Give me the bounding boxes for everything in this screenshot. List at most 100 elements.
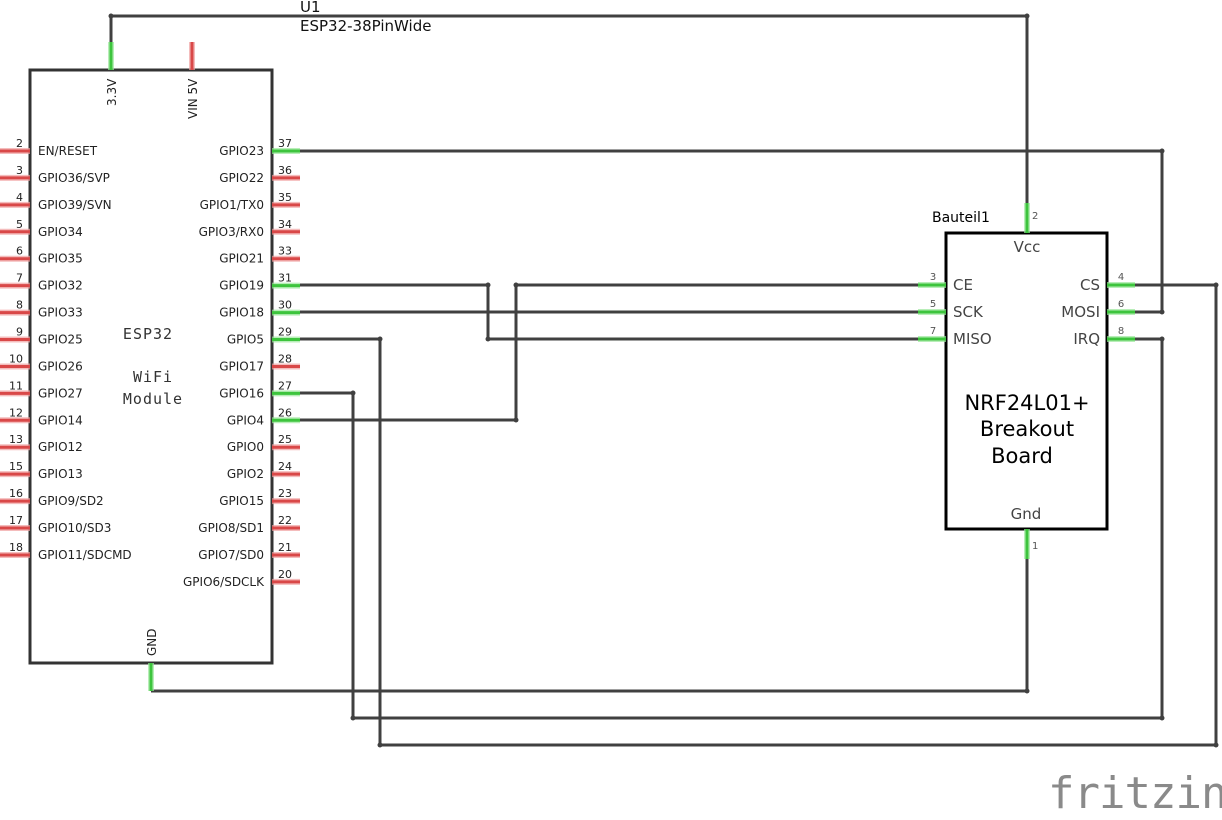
nrf-title: NRF24L01+ bbox=[964, 391, 1089, 415]
esp32-left-pins: 2 EN/RESET 3 GPIO36/SVP 4 GPIO39/SVN 5 GPIO34 6 G… bbox=[0, 137, 132, 562]
pin-label: IRQ bbox=[1073, 330, 1100, 348]
pin-label-gnd: Gnd bbox=[1011, 505, 1042, 523]
pin-num: 7 bbox=[930, 326, 936, 337]
pin-label: GPIO15 bbox=[219, 494, 264, 508]
pin-label: SCK bbox=[953, 303, 984, 321]
pin-num: 37 bbox=[278, 137, 292, 150]
pin-num: 5 bbox=[16, 218, 23, 231]
esp32-right-pins: 37 GPIO23 36 GPIO22 35 GPIO1/TX0 34 GPIO3/RX0 33… bbox=[183, 137, 300, 589]
nrf-title: Breakout bbox=[980, 417, 1074, 441]
pin-num: 31 bbox=[278, 272, 292, 285]
pin-label: GPIO13 bbox=[38, 467, 83, 481]
fritzing-logo: fritzing bbox=[1048, 768, 1222, 819]
pin-num: 20 bbox=[278, 568, 292, 581]
pin-num: 28 bbox=[278, 352, 292, 365]
pin-label: GPIO7/SD0 bbox=[198, 548, 264, 562]
pin-label: GPIO16 bbox=[219, 386, 264, 400]
pin-label: GPIO27 bbox=[38, 386, 83, 400]
esp32-body-text: Module bbox=[123, 390, 183, 408]
pin-label: GPIO23 bbox=[219, 144, 264, 158]
pin-num: 21 bbox=[278, 541, 292, 554]
nrf-ref: Bauteil1 bbox=[932, 210, 990, 226]
wire-gpio16-irq[interactable] bbox=[300, 337, 1164, 720]
pin-label: GPIO11/SDCMD bbox=[38, 548, 132, 562]
esp32-part-name: ESP32-38PinWide bbox=[300, 17, 431, 35]
pin-label-vin: VIN 5V bbox=[186, 78, 200, 119]
wire-gpio5-cs[interactable] bbox=[300, 283, 1218, 747]
pin-num: 3 bbox=[16, 164, 23, 177]
wire-gpio4-ce[interactable] bbox=[300, 283, 918, 422]
pin-num: 26 bbox=[278, 406, 292, 419]
pin-num: 10 bbox=[9, 352, 23, 365]
wire-3v3-vcc[interactable] bbox=[109, 14, 1029, 203]
pin-num: 18 bbox=[9, 541, 23, 554]
pin-label: GPIO9/SD2 bbox=[38, 494, 104, 508]
pin-label: GPIO12 bbox=[38, 440, 83, 454]
pin-label: GPIO6/SDCLK bbox=[183, 575, 265, 589]
pin-label: GPIO34 bbox=[38, 225, 83, 239]
pin-label-3v3: 3.3V bbox=[105, 78, 119, 106]
pin-label: GPIO2 bbox=[227, 467, 264, 481]
pin-label: GPIO22 bbox=[219, 171, 264, 185]
pin-label: GPIO25 bbox=[38, 333, 83, 347]
pin-num: 8 bbox=[1118, 326, 1124, 337]
pin-num: 8 bbox=[16, 299, 23, 312]
pin-num: 13 bbox=[9, 433, 23, 446]
pin-label: GPIO19 bbox=[219, 279, 264, 293]
pin-label: EN/RESET bbox=[38, 144, 98, 158]
pin-label: GPIO26 bbox=[38, 359, 83, 373]
pin-label: MISO bbox=[953, 330, 992, 348]
pin-num: 15 bbox=[9, 460, 23, 473]
pin-num: 24 bbox=[278, 460, 292, 473]
pin-num: 11 bbox=[9, 379, 23, 392]
esp32-body-text: ESP32 bbox=[123, 325, 173, 343]
pin-num: 23 bbox=[278, 487, 292, 500]
nrf-side-pins: 3 CE 5 SCK 7 MISO 4 CS 6 MOSI 8 IRQ bbox=[918, 272, 1135, 348]
esp32-module[interactable]: U1 ESP32-38PinWide ESP32 WiFi Module 3.3… bbox=[0, 0, 431, 691]
nrf-title: Board bbox=[991, 444, 1053, 468]
pin-label: GPIO1/TX0 bbox=[200, 198, 264, 212]
pin-num: 5 bbox=[930, 299, 936, 310]
esp32-body-text: WiFi bbox=[133, 368, 173, 386]
esp32-ref: U1 bbox=[300, 0, 321, 16]
pin-num: 16 bbox=[9, 487, 23, 500]
pin-num: 6 bbox=[1118, 299, 1124, 310]
pin-num: 25 bbox=[278, 433, 292, 446]
pin-label: GPIO8/SD1 bbox=[198, 521, 264, 535]
pin-num: 27 bbox=[278, 379, 292, 392]
pin-label: GPIO32 bbox=[38, 279, 83, 293]
pin-label: GPIO14 bbox=[38, 413, 83, 427]
pin-label: GPIO5 bbox=[227, 333, 264, 347]
pin-label: CE bbox=[953, 276, 973, 294]
pin-num: 1 bbox=[1032, 541, 1038, 552]
pin-num: 3 bbox=[930, 272, 936, 283]
pin-num: 17 bbox=[9, 514, 23, 527]
pin-num: 4 bbox=[16, 191, 23, 204]
pin-label: GPIO3/RX0 bbox=[199, 225, 264, 239]
pin-label: GPIO33 bbox=[38, 306, 83, 320]
pin-num: 33 bbox=[278, 245, 292, 258]
pin-label: MOSI bbox=[1061, 303, 1100, 321]
pin-num: 2 bbox=[1032, 211, 1038, 222]
pin-label: GPIO39/SVN bbox=[38, 198, 112, 212]
wires bbox=[108, 13, 1219, 748]
pin-num: 30 bbox=[278, 299, 292, 312]
pin-label-vcc: Vcc bbox=[1014, 238, 1041, 256]
pin-label: GPIO0 bbox=[227, 440, 264, 454]
pin-label: GPIO10/SD3 bbox=[38, 521, 111, 535]
pin-label: CS bbox=[1080, 276, 1100, 294]
pin-num: 34 bbox=[278, 218, 292, 231]
wire-gpio23-mosi[interactable] bbox=[300, 149, 1164, 314]
pin-num: 29 bbox=[278, 326, 292, 339]
pin-num: 4 bbox=[1118, 272, 1124, 283]
pin-label: GPIO18 bbox=[219, 306, 264, 320]
pin-label-gnd: GND bbox=[145, 628, 159, 656]
pin-num: 35 bbox=[278, 191, 292, 204]
nrf24l01-board[interactable]: Bauteil1 NRF24L01+ Breakout Board 2 Vcc … bbox=[918, 203, 1135, 559]
pin-label: GPIO21 bbox=[219, 252, 264, 266]
pin-num: 22 bbox=[278, 514, 292, 527]
pin-label: GPIO35 bbox=[38, 252, 83, 266]
pin-num: 2 bbox=[16, 137, 23, 150]
pin-label: GPIO36/SVP bbox=[38, 171, 110, 185]
